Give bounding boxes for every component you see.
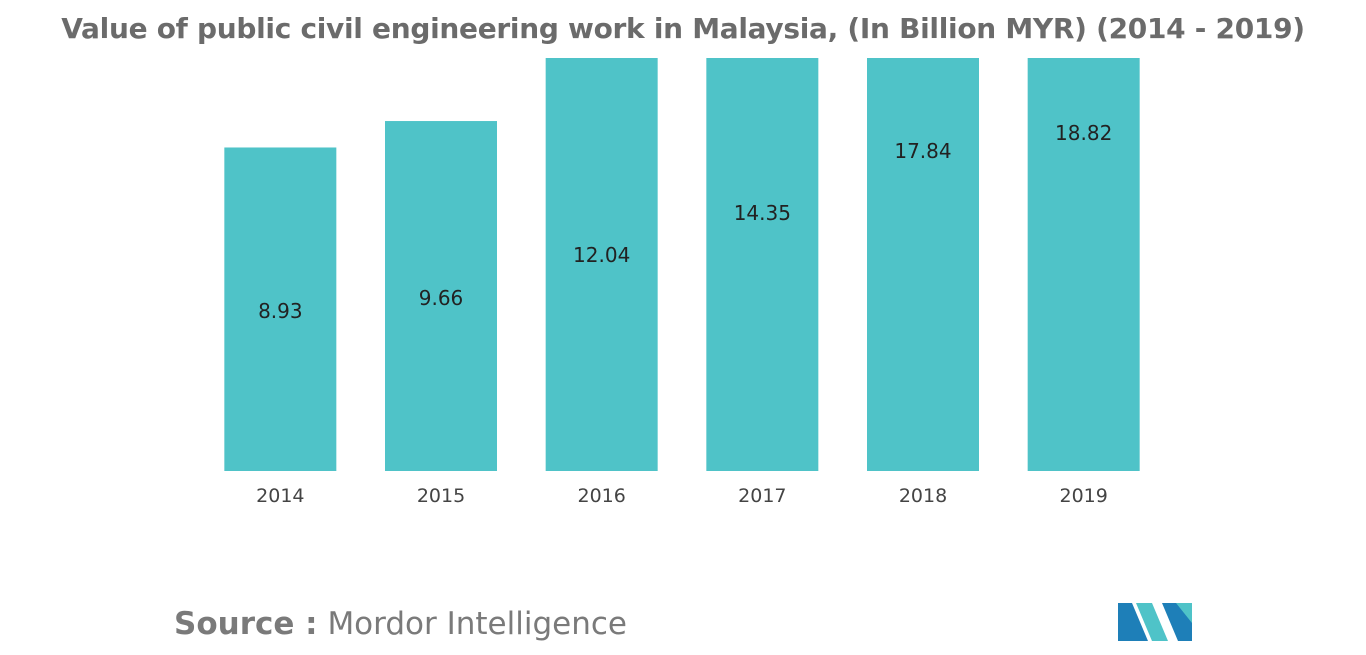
logo-left-shape bbox=[1118, 603, 1148, 641]
source-name: Mordor Intelligence bbox=[327, 606, 627, 642]
x-tick-2017: 2017 bbox=[738, 485, 786, 507]
x-tick-labels-group: 2014 2015 2016 2017 2018 2019 bbox=[256, 485, 1108, 507]
source-prefix: Source : bbox=[174, 606, 318, 642]
logo-middle-shape bbox=[1136, 603, 1168, 641]
source-note: Source : Mordor Intelligence bbox=[174, 606, 627, 642]
data-label-2016: 12.04 bbox=[573, 243, 630, 267]
bar-2018 bbox=[867, 58, 979, 471]
data-labels-group: 8.93 9.66 12.04 14.35 17.84 18.82 bbox=[258, 121, 1112, 323]
data-label-2017: 14.35 bbox=[734, 201, 791, 225]
x-tick-2019: 2019 bbox=[1059, 485, 1107, 507]
data-label-2015: 9.66 bbox=[419, 286, 464, 310]
bars-group bbox=[224, 58, 1140, 472]
mordor-intelligence-logo-icon bbox=[1118, 603, 1192, 641]
x-tick-2016: 2016 bbox=[577, 485, 625, 507]
bar-2017 bbox=[706, 58, 819, 471]
chart-title: Value of public civil engineering work i… bbox=[61, 12, 1305, 45]
bar-2016 bbox=[545, 58, 658, 471]
data-label-2019: 18.82 bbox=[1055, 121, 1112, 145]
logo-right-accent bbox=[1176, 603, 1192, 623]
x-tick-2015: 2015 bbox=[417, 485, 465, 507]
x-tick-2014: 2014 bbox=[256, 485, 304, 507]
data-label-2018: 17.84 bbox=[894, 139, 951, 163]
x-tick-2018: 2018 bbox=[899, 485, 947, 507]
data-label-2014: 8.93 bbox=[258, 299, 303, 323]
bar-2014 bbox=[224, 147, 337, 471]
bar-2015 bbox=[385, 121, 497, 472]
bar-2019 bbox=[1027, 58, 1140, 471]
